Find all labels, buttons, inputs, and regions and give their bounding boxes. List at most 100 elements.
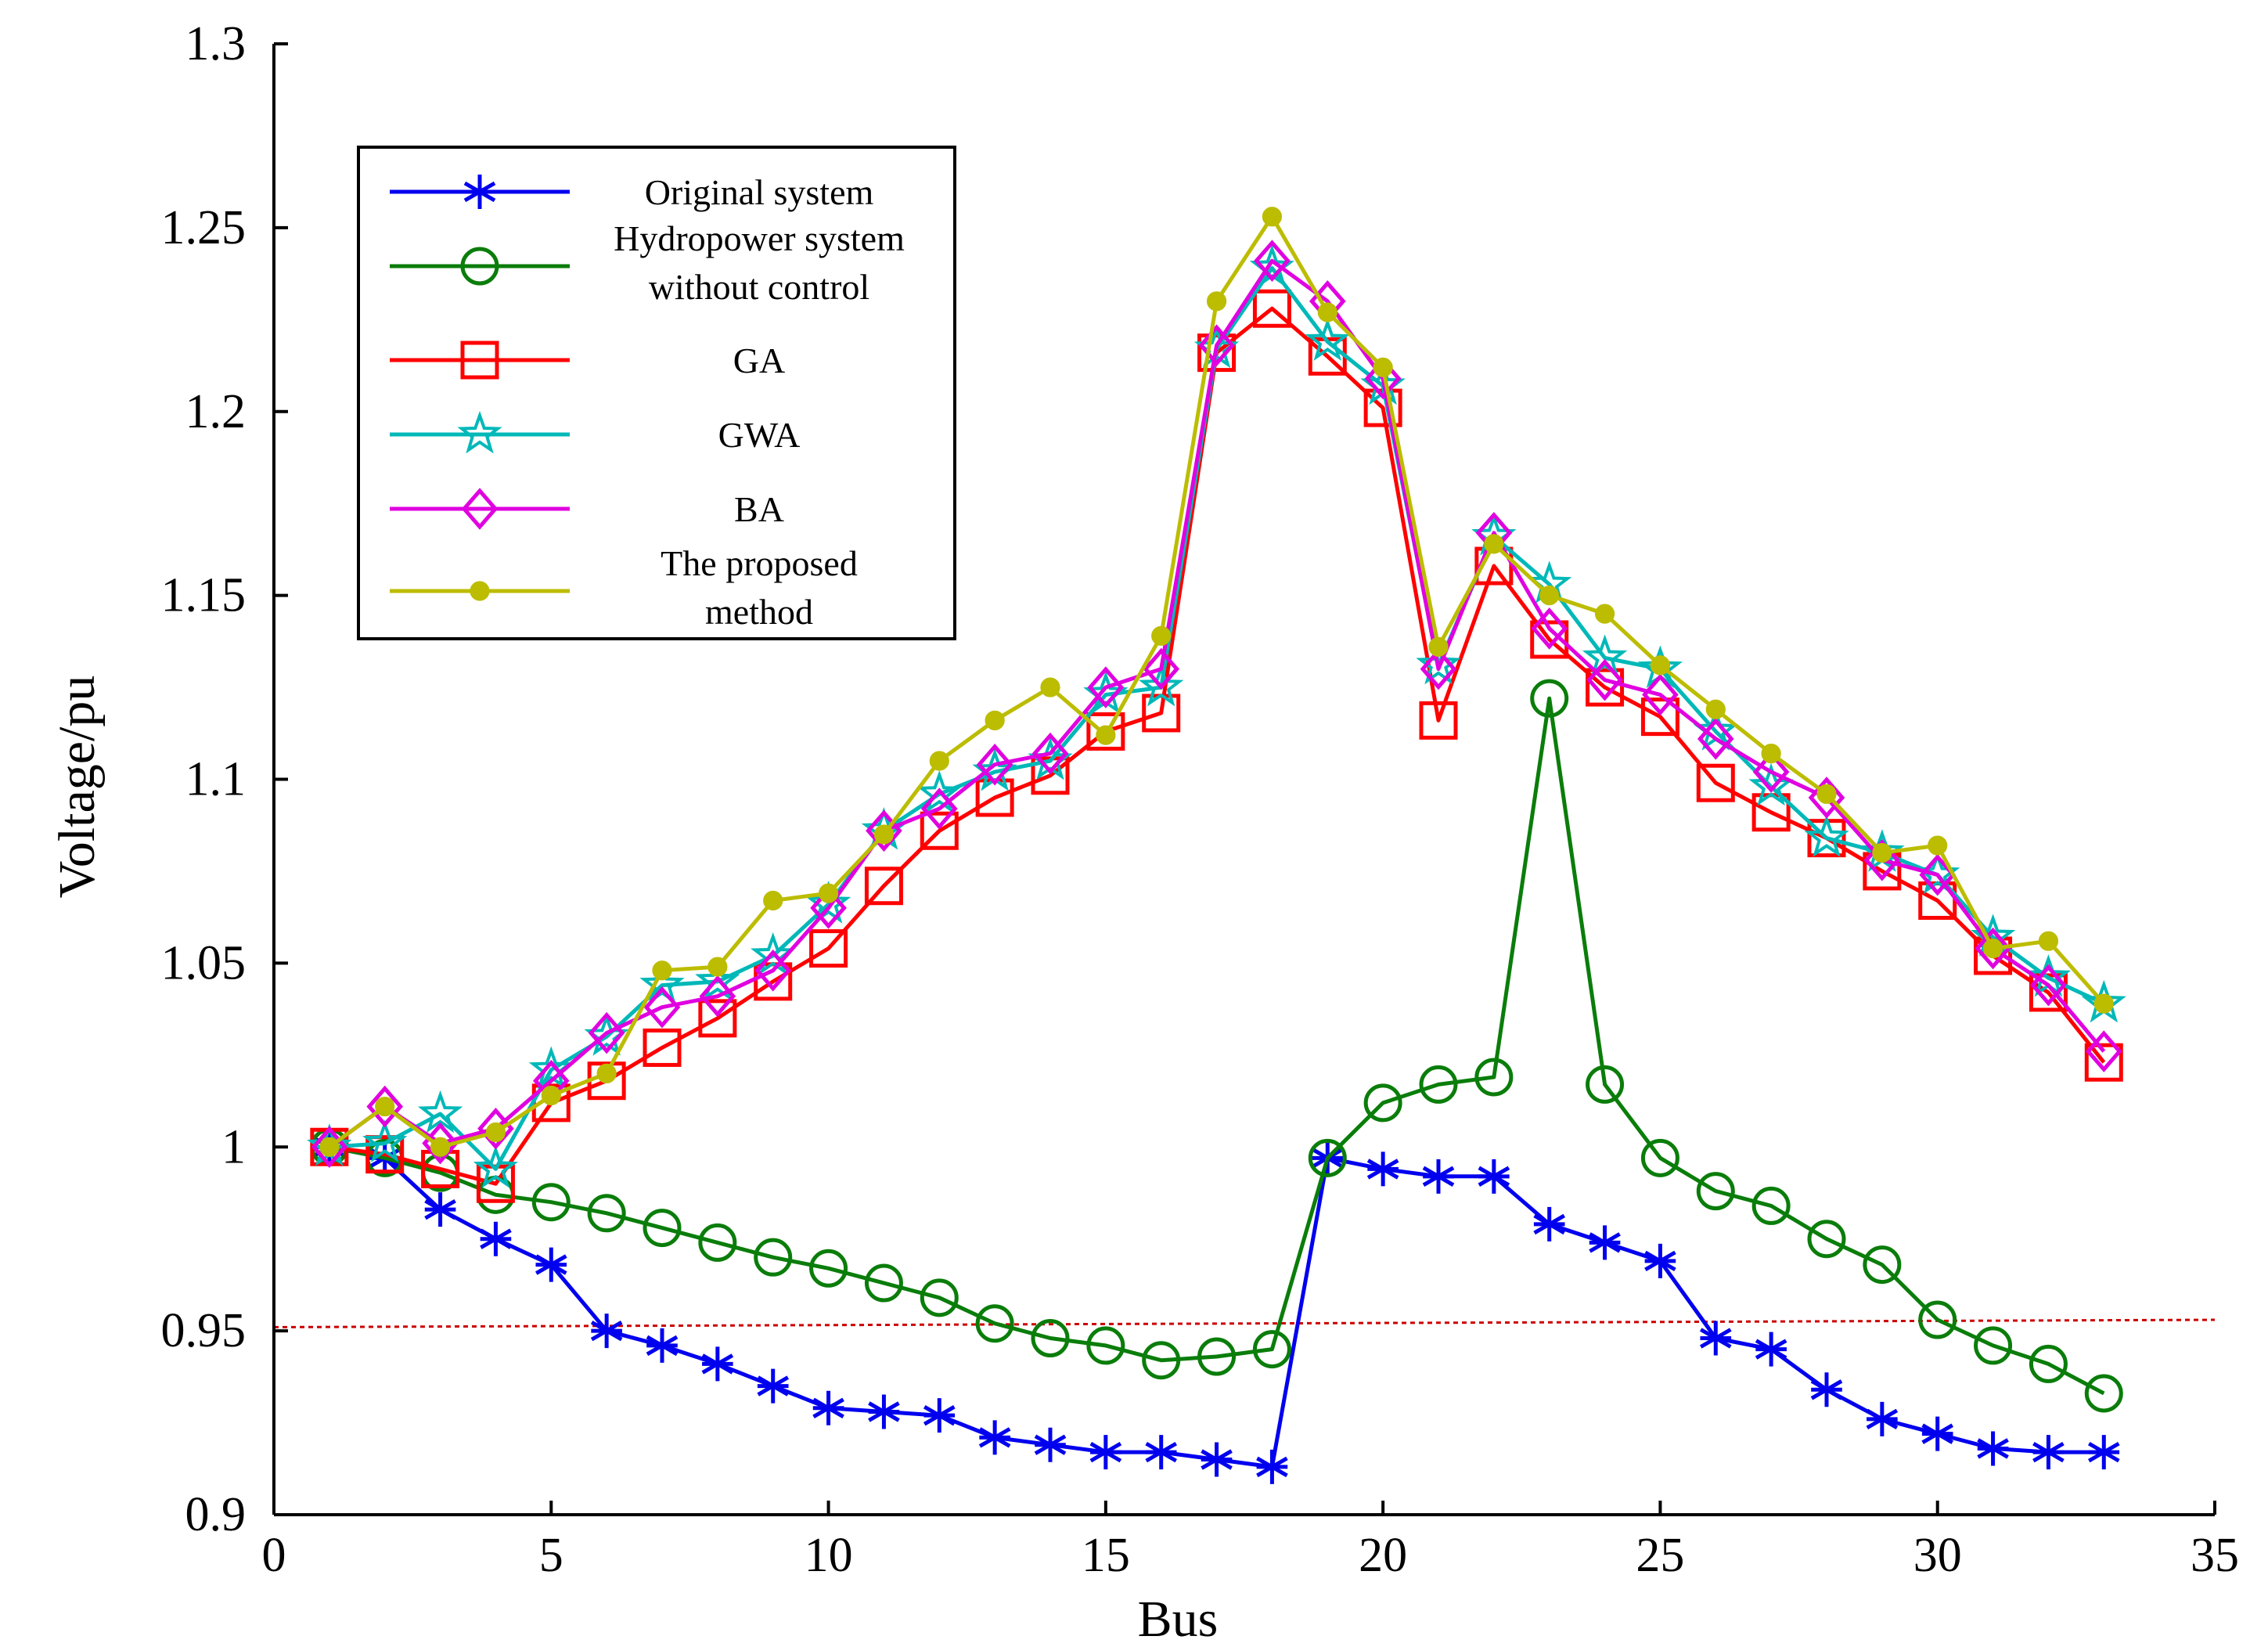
data-point-marker <box>1142 1341 1181 1380</box>
data-point-marker <box>1808 777 1845 819</box>
data-point-marker <box>596 1063 617 1083</box>
data-point-marker <box>763 890 783 911</box>
series-line <box>329 1144 2104 1469</box>
data-point-marker <box>975 1304 1014 1343</box>
data-point-marker <box>920 1278 959 1317</box>
data-point-marker <box>1317 302 1337 323</box>
data-point-marker <box>2084 1374 2123 1413</box>
data-point-marker <box>1197 333 1237 373</box>
data-point-marker <box>1422 1159 1455 1194</box>
legend-entry: Hydropower system without control <box>390 218 905 307</box>
data-point-marker <box>1484 534 1504 554</box>
x-tick-label: 15 <box>1082 1529 1130 1582</box>
data-point-marker <box>864 867 903 906</box>
data-point-marker <box>1705 699 1726 719</box>
data-point-marker <box>1262 207 1283 227</box>
legend-entry: Original system <box>390 172 874 212</box>
data-point-marker <box>1087 666 1125 708</box>
data-point-marker <box>430 1137 451 1157</box>
data-point-marker <box>643 986 681 1029</box>
data-point-marker <box>1586 668 1625 707</box>
data-point-marker <box>929 751 949 771</box>
data-point-marker <box>695 957 740 1001</box>
x-tick-label: 20 <box>1359 1529 1407 1582</box>
data-point-marker <box>978 1420 1011 1455</box>
legend-entry: BA <box>390 488 784 530</box>
data-point-marker <box>864 1263 903 1303</box>
legend-label: method <box>705 592 813 632</box>
data-point-marker <box>1206 291 1227 312</box>
series-original-system <box>313 1130 2120 1484</box>
data-point-marker <box>1928 835 1948 856</box>
data-point-marker <box>985 710 1005 730</box>
data-point-marker <box>1751 1186 1791 1225</box>
data-point-marker <box>1594 604 1615 624</box>
legend-marker <box>461 488 499 530</box>
data-point-marker <box>2029 973 2068 1012</box>
data-point-marker <box>1539 586 1560 606</box>
data-point-marker <box>707 957 728 977</box>
x-tick-label: 5 <box>539 1529 563 1582</box>
data-point-marker <box>923 1398 956 1433</box>
data-point-marker <box>1305 318 1350 361</box>
data-point-marker <box>1143 647 1180 690</box>
data-point-marker <box>868 1394 900 1429</box>
legend-entry: GWA <box>390 410 800 455</box>
data-point-marker <box>1530 620 1569 659</box>
data-point-marker <box>1364 357 1402 400</box>
legend-label: Hydropower system <box>614 218 905 258</box>
data-point-marker <box>1145 1435 1178 1470</box>
data-point-marker <box>1752 751 1790 793</box>
x-tick-label: 35 <box>2191 1529 2239 1582</box>
data-point-marker <box>365 1135 405 1174</box>
data-point-marker <box>1642 673 1679 716</box>
y-tick-label: 1.2 <box>185 385 247 438</box>
data-point-marker <box>866 809 902 852</box>
data-point-marker <box>916 770 962 813</box>
series-ba <box>311 240 2122 1169</box>
data-point-marker <box>1419 1065 1458 1104</box>
data-point-marker <box>535 1247 567 1282</box>
data-point-marker <box>1696 763 1735 802</box>
data-point-marker <box>473 1145 519 1188</box>
data-point-marker <box>1586 1065 1625 1104</box>
y-tick-label: 1.25 <box>161 201 247 254</box>
data-point-marker <box>1474 1058 1514 1097</box>
data-point-marker <box>319 1137 340 1157</box>
data-point-marker <box>1863 1245 1902 1285</box>
data-point-marker <box>1863 839 1901 881</box>
data-point-marker <box>417 1090 463 1133</box>
data-point-marker <box>485 1122 506 1143</box>
data-point-marker <box>1918 1300 1957 1339</box>
data-point-marker <box>2029 1344 2068 1383</box>
data-point-marker <box>757 1368 790 1404</box>
data-point-marker <box>1696 1172 1735 1211</box>
legend-box <box>357 146 956 640</box>
data-point-marker <box>698 1223 737 1262</box>
data-point-marker <box>751 932 796 975</box>
data-point-marker <box>1139 663 1184 707</box>
series-layer <box>307 207 2126 1484</box>
data-point-marker <box>1031 732 1069 775</box>
legend-marker <box>457 410 502 454</box>
ticks-layer: 0 5 10 15 20 25 30 35 0.9 0.95 1 1.05 1.1 1.15 1.2 1.25… <box>161 17 2240 1582</box>
reference-line-095 <box>273 1318 2216 1328</box>
data-point-marker <box>1031 1319 1070 1358</box>
data-point-marker <box>1034 1427 1067 1462</box>
data-point-marker <box>2038 931 2059 951</box>
data-point-marker <box>1373 357 1393 377</box>
data-point-marker <box>2032 1435 2065 1470</box>
data-point-marker <box>590 1314 623 1349</box>
data-point-marker <box>424 1192 456 1227</box>
data-point-marker <box>587 1194 626 1233</box>
data-point-marker <box>976 743 1013 786</box>
data-point-marker <box>1807 1220 1846 1259</box>
data-point-marker <box>701 1346 734 1382</box>
y-tick-label: 1.15 <box>161 569 247 622</box>
data-point-marker <box>1096 725 1116 745</box>
data-point-marker <box>541 1085 561 1106</box>
data-point-marker <box>1478 1159 1510 1194</box>
data-point-marker <box>1640 697 1679 737</box>
y-tick-label: 1.05 <box>161 936 247 989</box>
data-point-marker <box>1533 1206 1566 1242</box>
